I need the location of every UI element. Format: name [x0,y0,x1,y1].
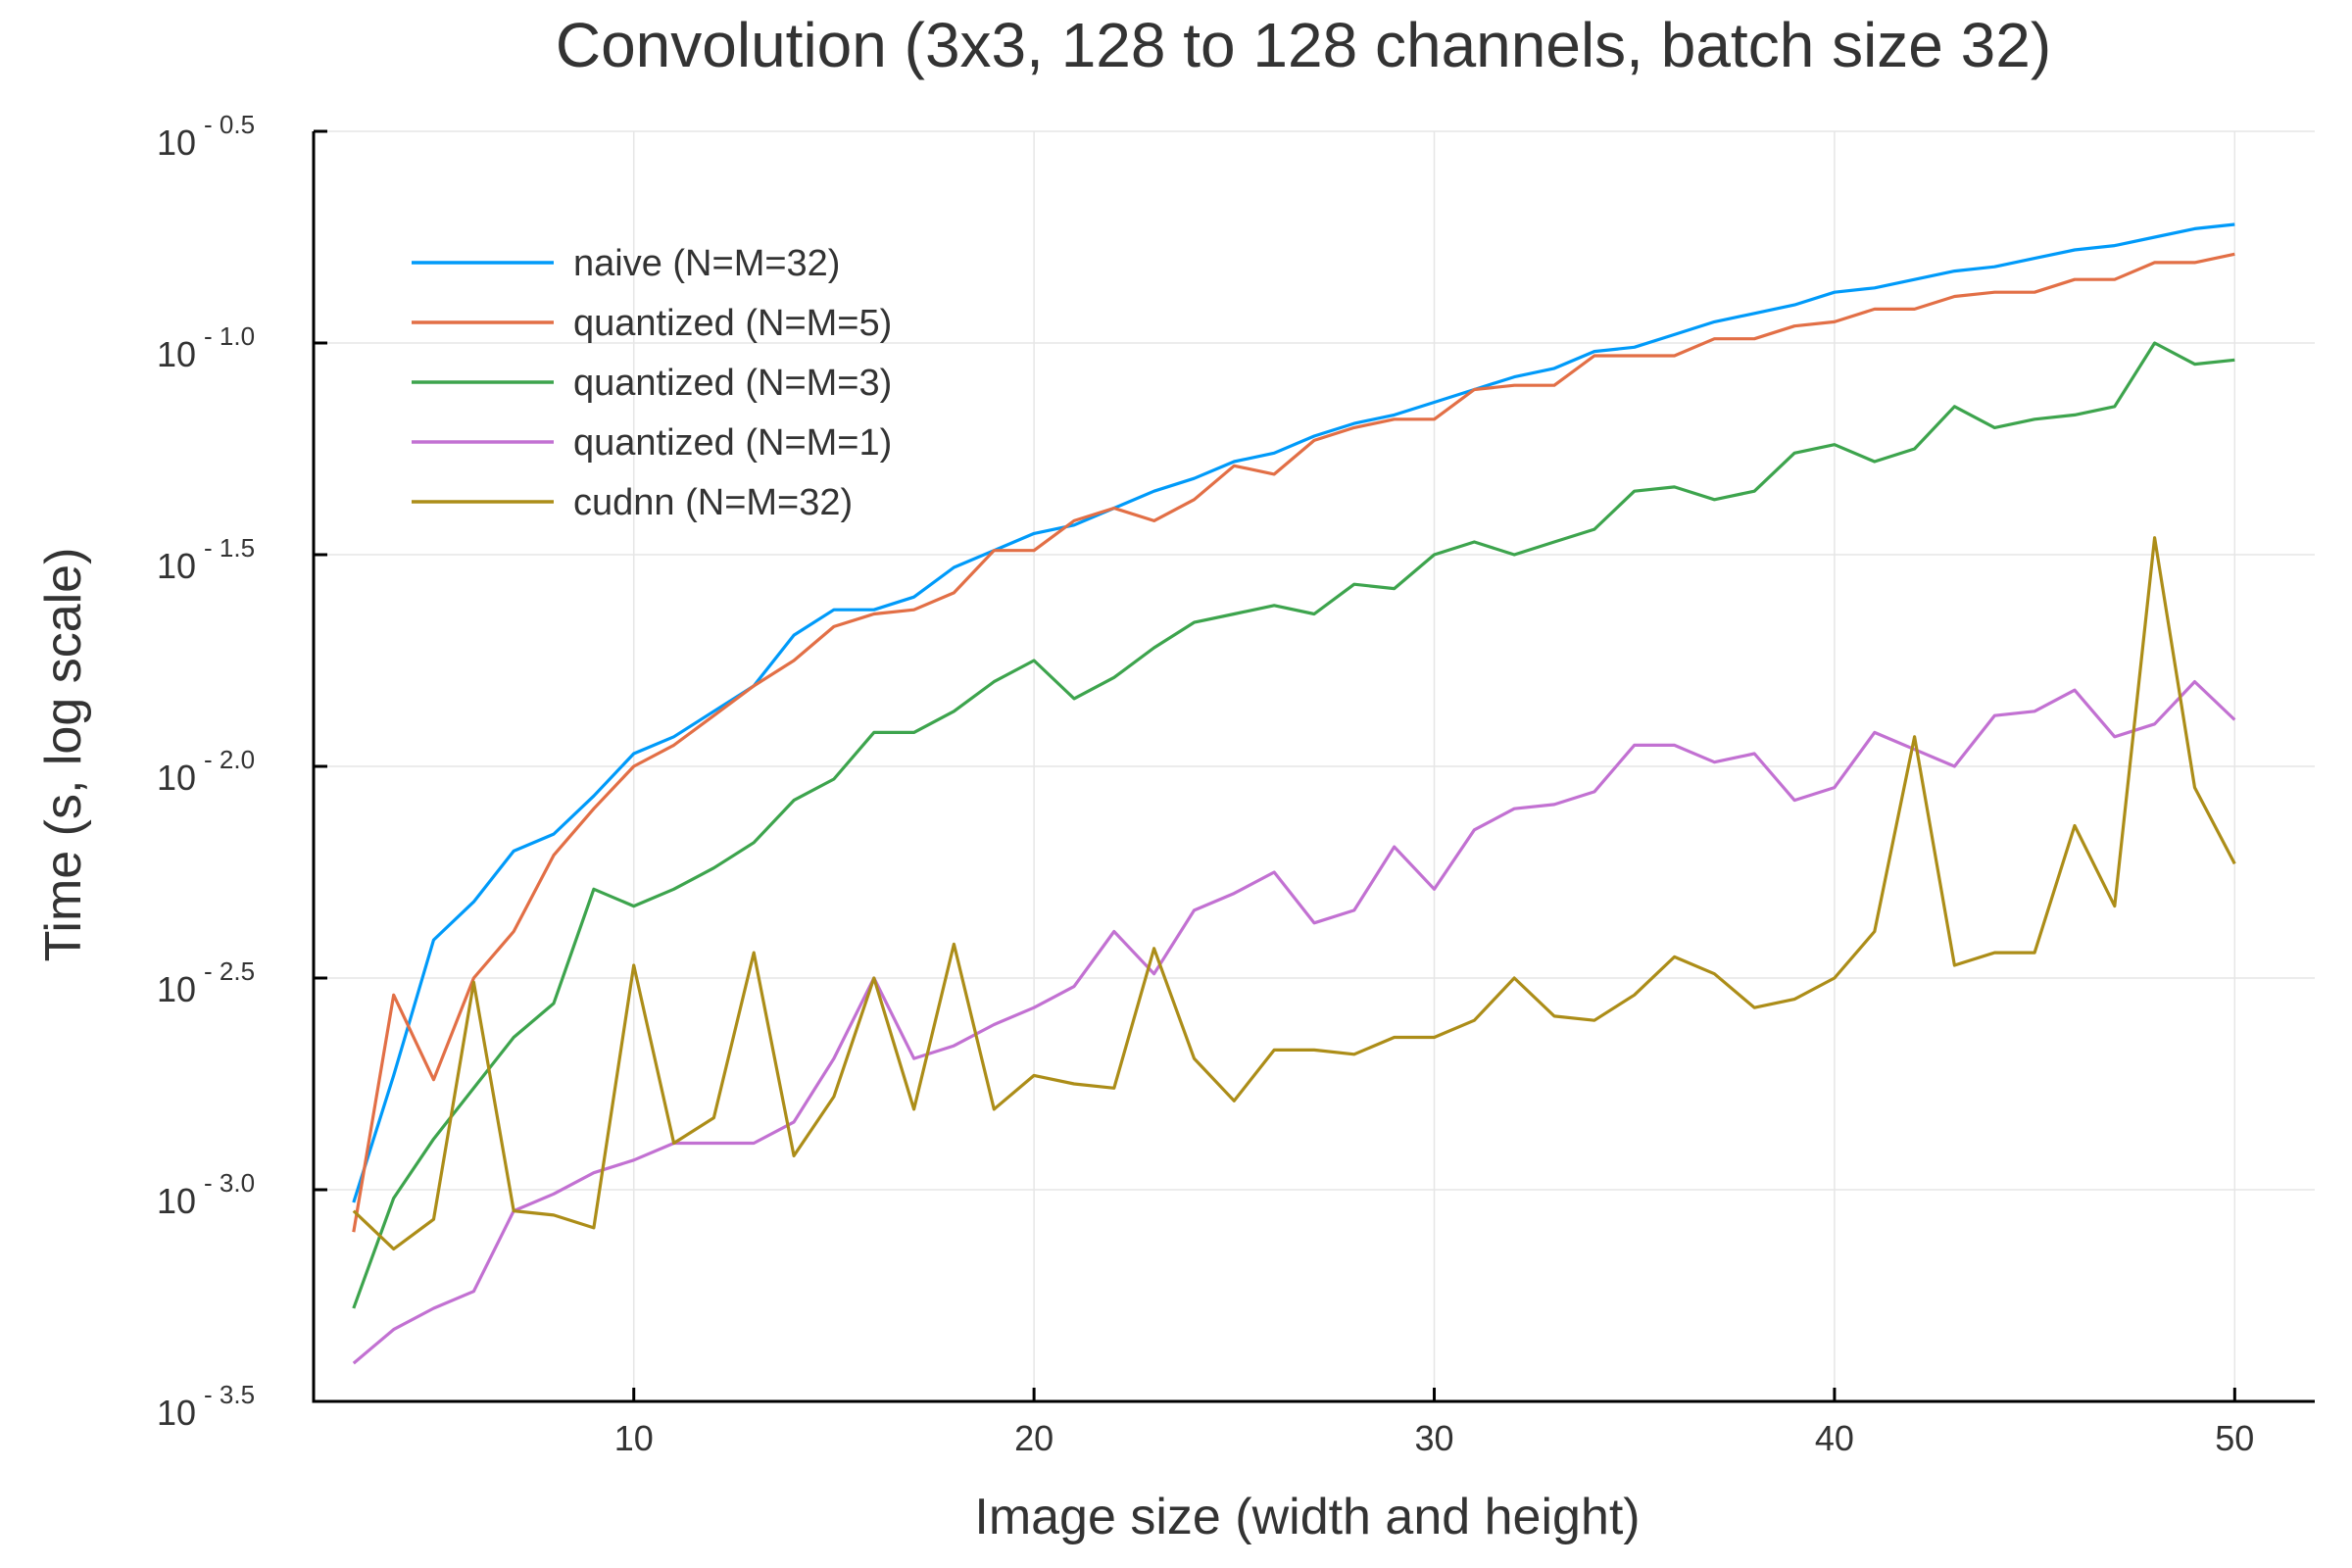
y-tick-label-base: 10 [157,546,196,586]
y-tick-label-exponent: - 3.5 [204,1380,255,1409]
y-tick-label-base: 10 [157,334,196,374]
chart-title: Convolution (3x3, 128 to 128 channels, b… [556,10,2051,80]
axes [312,129,2315,1403]
y-tick-label-base: 10 [157,969,196,1009]
y-tick-label-base: 10 [157,1393,196,1433]
x-tick-label: 50 [2215,1418,2254,1458]
series-line-3 [352,341,2235,1309]
x-tick-label: 20 [1014,1418,1054,1458]
legend-label-4: quantized (N=M=1) [573,422,892,464]
x-tick-label: 40 [1815,1418,1854,1458]
x-axis-label: Image size (width and height) [974,1489,1640,1545]
plot-series [352,222,2236,1365]
y-tick-label-base: 10 [157,758,196,798]
legend: naive (N=M=32) quantized (N=M=5) quantized… [412,243,892,523]
series-line-1 [352,222,2235,1203]
legend-label-1: naive (N=M=32) [573,243,840,284]
y-tick-label-exponent: - 1.0 [204,321,255,351]
y-axis-label: Time (s, log scale) [35,548,92,962]
y-tick-label-exponent: - 3.0 [204,1168,255,1198]
x-tick-label: 30 [1414,1418,1453,1458]
legend-label-5: cudnn (N=M=32) [573,482,853,523]
x-tick-label: 10 [614,1418,654,1458]
series-line-4 [352,679,2236,1365]
y-tick-label-exponent: - 1.5 [204,533,255,563]
y-tick-label-exponent: - 2.5 [204,956,255,986]
series-line-2 [352,252,2235,1233]
y-tick-label-base: 10 [157,122,196,163]
legend-label-2: quantized (N=M=5) [573,303,892,344]
y-tick-label-exponent: - 0.5 [204,110,255,139]
tick-labels: 10 20 30 40 50 10 - 0.5 10 - 1.0 10 - 1.5 10 - 2.0 10… [157,110,2254,1458]
series-line-5 [352,536,2236,1251]
y-tick-label-exponent: - 2.0 [204,745,255,774]
legend-label-3: quantized (N=M=3) [573,363,892,404]
y-tick-label-base: 10 [157,1181,196,1221]
